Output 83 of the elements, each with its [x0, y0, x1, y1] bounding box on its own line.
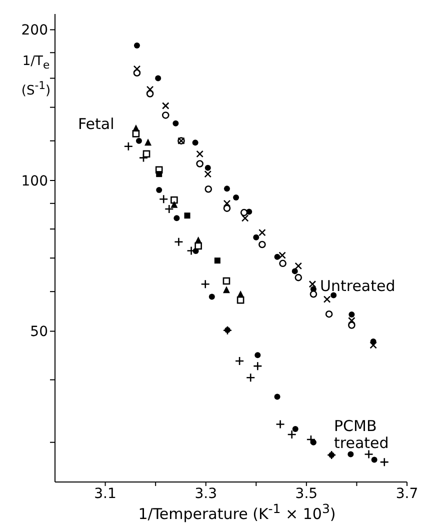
- point: [174, 215, 180, 222]
- point: [348, 451, 354, 458]
- point: [162, 102, 170, 110]
- point: [330, 292, 337, 298]
- point: [325, 310, 333, 318]
- point: [253, 361, 262, 371]
- point: [155, 75, 162, 82]
- point: [223, 200, 231, 208]
- point: [142, 150, 150, 158]
- point: [364, 450, 374, 459]
- point: [253, 234, 260, 240]
- point: [258, 228, 266, 236]
- point: [134, 42, 140, 49]
- point: [308, 280, 316, 288]
- point: [278, 252, 286, 259]
- point: [156, 171, 162, 178]
- point: [292, 268, 298, 274]
- point: [172, 120, 179, 126]
- point: [174, 237, 184, 247]
- x-axis-title: 1/Temperature (K$^{-1}$ × 10$^{3}$): [137, 501, 337, 523]
- point: [276, 420, 285, 429]
- point: [124, 142, 134, 151]
- point: [200, 279, 210, 289]
- point: [348, 312, 355, 318]
- point: [144, 138, 152, 146]
- point: [146, 86, 154, 94]
- point: [240, 208, 248, 216]
- point: [164, 204, 174, 214]
- point: [158, 194, 168, 204]
- x-tick-label: 3.7: [396, 486, 418, 502]
- x-tick-label: 3.3: [194, 486, 217, 502]
- point: [294, 262, 302, 270]
- point: [170, 200, 178, 208]
- x-tick-label: 3.5: [295, 486, 318, 502]
- point: [222, 277, 230, 285]
- point: [234, 356, 244, 366]
- point: [348, 322, 356, 329]
- point: [279, 260, 286, 268]
- point: [133, 65, 141, 73]
- point: [222, 286, 230, 294]
- point: [132, 124, 140, 132]
- point: [223, 204, 231, 212]
- point: [323, 296, 331, 303]
- point: [294, 274, 302, 282]
- point: [274, 394, 280, 400]
- point: [156, 187, 162, 194]
- annotation: Untreated: [320, 277, 396, 295]
- point: [371, 456, 378, 463]
- point: [241, 214, 249, 222]
- point: [222, 326, 232, 336]
- point: [287, 430, 296, 440]
- y-tick-label: 50: [30, 324, 48, 340]
- point: [310, 290, 318, 298]
- point: [233, 194, 240, 200]
- point: [194, 236, 202, 244]
- point: [204, 185, 212, 193]
- point: [214, 258, 220, 264]
- point: [170, 196, 178, 204]
- point: [162, 112, 170, 119]
- text: 1/T$_{e}$ (S$^{-1}$): [21, 54, 51, 98]
- annotation: Fetal: [78, 115, 114, 133]
- point: [306, 434, 316, 444]
- point: [184, 212, 190, 219]
- point: [258, 240, 266, 248]
- point: [204, 164, 211, 171]
- point: [196, 160, 204, 168]
- point: [274, 254, 280, 260]
- point: [370, 342, 377, 349]
- point: [254, 352, 261, 358]
- point: [380, 457, 390, 467]
- point: [292, 426, 298, 432]
- point: [204, 170, 212, 178]
- point: [192, 140, 198, 146]
- point: [136, 138, 142, 144]
- point: [208, 294, 215, 300]
- x-tick-label: 3.1: [94, 486, 116, 502]
- point: [246, 372, 256, 382]
- point: [348, 316, 356, 324]
- point: [196, 150, 204, 158]
- y-tick-label: 100: [21, 173, 48, 190]
- annotation: PCMB treated: [334, 417, 390, 452]
- point: [224, 186, 230, 192]
- y-tick-label: 200: [21, 22, 48, 39]
